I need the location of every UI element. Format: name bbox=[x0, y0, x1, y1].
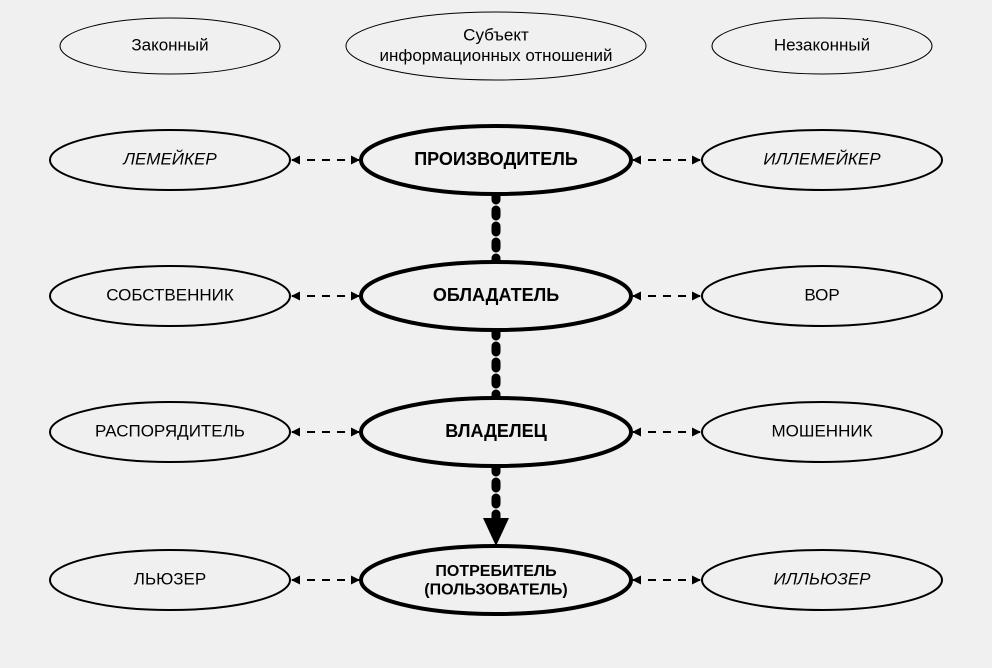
right-node-4-label: ИЛЛЬЮЗЕР bbox=[773, 569, 871, 588]
center-node-2-label: ОБЛАДАТЕЛЬ bbox=[433, 285, 559, 305]
left-node-4-label: ЛЬЮЗЕР bbox=[134, 569, 206, 588]
center-node-1-label: ПРОИЗВОДИТЕЛЬ bbox=[414, 149, 578, 169]
left-node-1-label: ЛЕМЕЙКЕР bbox=[122, 148, 217, 168]
vertical-arrowhead-icon bbox=[483, 518, 509, 546]
center-node-3-label: ВЛАДЕЛЕЦ bbox=[445, 421, 547, 441]
right-node-1-label: ИЛЛЕМЕЙКЕР bbox=[763, 148, 881, 168]
center-node-4-label: ПОТРЕБИТЕЛЬ(ПОЛЬЗОВАТЕЛЬ) bbox=[424, 563, 567, 598]
header-illegal-label: Незаконный bbox=[774, 35, 870, 54]
right-node-2-label: ВОР bbox=[804, 285, 839, 304]
header-legal-label: Законный bbox=[131, 35, 208, 54]
right-node-3-label: МОШЕННИК bbox=[772, 421, 873, 440]
left-node-3-label: РАСПОРЯДИТЕЛЬ bbox=[95, 421, 245, 440]
left-node-2-label: СОБСТВЕННИК bbox=[106, 285, 234, 304]
